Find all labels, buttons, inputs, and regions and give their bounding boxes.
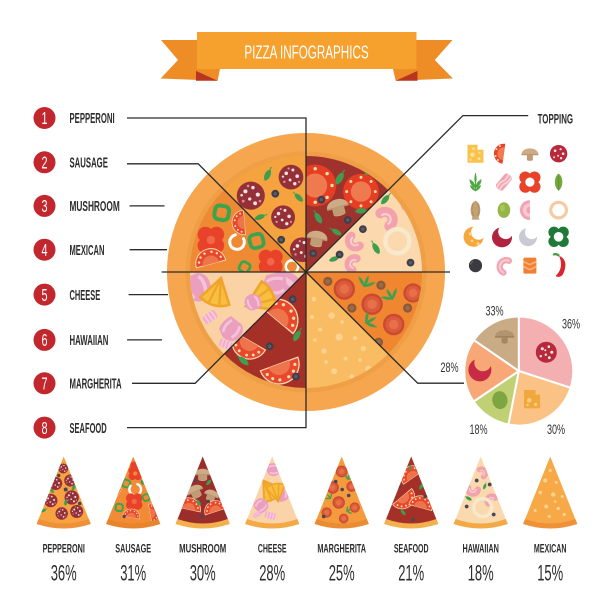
svg-text:31%: 31%: [120, 561, 146, 585]
svg-text:18%: 18%: [468, 561, 494, 585]
svg-text:25%: 25%: [329, 561, 355, 585]
svg-text:1: 1: [41, 110, 47, 129]
svg-text:SAUSAGE: SAUSAGE: [115, 543, 151, 556]
svg-text:HAWAIIAN: HAWAIIAN: [70, 331, 109, 349]
svg-text:8: 8: [41, 419, 47, 438]
svg-text:SEAFOOD: SEAFOOD: [70, 419, 107, 437]
svg-text:MEXICAN: MEXICAN: [534, 543, 567, 556]
svg-text:TOPPING: TOPPING: [538, 112, 574, 127]
svg-text:MUSHROOM: MUSHROOM: [70, 197, 120, 214]
svg-text:30%: 30%: [547, 423, 565, 437]
svg-text:7: 7: [41, 375, 47, 394]
svg-text:CHEESE: CHEESE: [258, 543, 287, 556]
svg-text:28%: 28%: [440, 361, 458, 375]
svg-text:18%: 18%: [469, 423, 487, 437]
svg-text:HAWAIIAN: HAWAIIAN: [463, 543, 499, 556]
svg-text:MARGHERITA: MARGHERITA: [317, 543, 366, 556]
svg-text:PEPPERONI: PEPPERONI: [70, 109, 115, 127]
svg-text:36%: 36%: [51, 561, 77, 585]
svg-text:3: 3: [41, 198, 47, 217]
svg-text:33%: 33%: [485, 305, 503, 319]
svg-text:SEAFOOD: SEAFOOD: [394, 543, 429, 556]
svg-text:PEPPERONI: PEPPERONI: [43, 543, 85, 556]
svg-text:2: 2: [41, 154, 47, 173]
svg-text:36%: 36%: [562, 318, 580, 332]
svg-text:30%: 30%: [190, 561, 216, 585]
svg-text:6: 6: [41, 332, 47, 351]
svg-text:CHEESE: CHEESE: [70, 286, 101, 304]
svg-text:5: 5: [41, 286, 47, 305]
svg-text:MARGHERITA: MARGHERITA: [70, 375, 122, 393]
svg-text:28%: 28%: [259, 561, 285, 585]
svg-text:SAUSAGE: SAUSAGE: [70, 154, 108, 172]
svg-text:MUSHROOM: MUSHROOM: [179, 543, 226, 556]
svg-text:PIZZA INFOGRAPHICS: PIZZA INFOGRAPHICS: [244, 43, 368, 63]
svg-text:4: 4: [41, 241, 47, 260]
svg-text:21%: 21%: [398, 561, 424, 585]
svg-text:15%: 15%: [537, 561, 563, 585]
svg-text:MEXICAN: MEXICAN: [70, 241, 105, 259]
